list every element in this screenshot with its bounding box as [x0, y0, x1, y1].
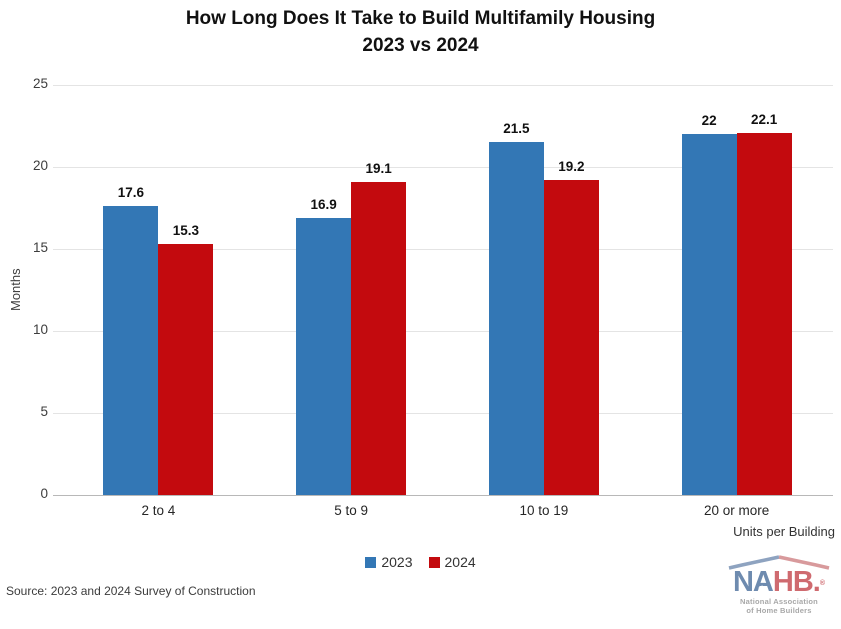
y-tick-label: 0 [40, 486, 48, 501]
y-tick-mark [53, 84, 62, 86]
nahb-subtitle-line1: National Association [740, 597, 818, 606]
x-category-label: 5 to 9 [334, 503, 369, 518]
y-tick-label: 10 [32, 322, 48, 337]
legend-item-2024: 2024 [428, 554, 476, 570]
legend-item-2023: 2023 [365, 554, 413, 570]
bar-2023-5-to-9 [296, 217, 352, 495]
nahb-wordmark-na: NA [732, 566, 774, 598]
legend-label-2024: 2024 [444, 554, 476, 570]
legend-swatch-2023 [365, 556, 377, 568]
bar-value-label: 17.6 [117, 185, 145, 201]
y-tick-label: 20 [32, 158, 48, 173]
y-tick-mark [53, 330, 62, 332]
legend-label-2023: 2023 [381, 554, 413, 570]
chart-title-line1: How Long Does It Take to Build Multifami… [185, 8, 656, 29]
x-category-label: 20 or more [703, 503, 770, 518]
bar-2023-20-or-more [681, 134, 737, 495]
y-tick-mark [53, 412, 62, 414]
y-gridline [62, 166, 833, 168]
x-category-label: 2 to 4 [141, 503, 176, 518]
legend-swatch-2024 [428, 556, 440, 568]
bar-2023-2-to-4 [103, 206, 159, 495]
chart-title-line2: 2023 vs 2024 [362, 35, 479, 56]
nahb-logo: NAHB.® ★ National Association of Home Bu… [721, 555, 837, 615]
x-category-label: 10 to 19 [519, 503, 569, 518]
y-gridline [62, 248, 833, 250]
bar-2024-20-or-more [736, 132, 792, 495]
y-gridline [62, 84, 833, 86]
bar-2023-10-to-19 [488, 142, 544, 495]
bar-value-label: 22 [701, 113, 717, 129]
bar-value-label: 19.2 [558, 159, 585, 175]
bar-value-label: 21.5 [503, 121, 530, 137]
bar-value-label: 16.9 [310, 196, 337, 212]
nahb-wordmark-hb: HB. [772, 566, 821, 598]
y-tick-mark [53, 248, 62, 250]
nahb-roof-icon [728, 555, 830, 570]
x-axis-title: Units per Building [733, 524, 835, 539]
y-gridline [62, 330, 833, 332]
nahb-subtitle: National Association of Home Builders [721, 597, 837, 615]
x-axis-baseline [62, 494, 833, 496]
bar-2024-10-to-19 [543, 180, 599, 495]
registered-trademark-icon: ® [819, 580, 825, 587]
star-icon: ★ [757, 584, 767, 594]
y-gridline [62, 412, 833, 414]
y-tick-mark [53, 494, 62, 496]
nahb-wordmark: NAHB.® ★ [733, 568, 825, 597]
legend: 2023 2024 [0, 554, 841, 570]
y-tick-label: 5 [40, 404, 48, 419]
source-note: Source: 2023 and 2024 Survey of Construc… [6, 584, 256, 598]
bar-value-label: 15.3 [172, 223, 200, 239]
y-tick-mark [53, 166, 62, 168]
y-tick-label: 15 [32, 240, 48, 255]
bar-value-label: 19.1 [365, 160, 392, 176]
bar-2024-2-to-4 [158, 244, 214, 495]
chart-title: How Long Does It Take to Build Multifami… [0, 5, 841, 59]
nahb-subtitle-line2: of Home Builders [746, 606, 812, 615]
y-tick-label: 25 [32, 76, 48, 91]
bar-value-label: 22.1 [750, 111, 778, 127]
bar-2024-5-to-9 [351, 181, 407, 495]
